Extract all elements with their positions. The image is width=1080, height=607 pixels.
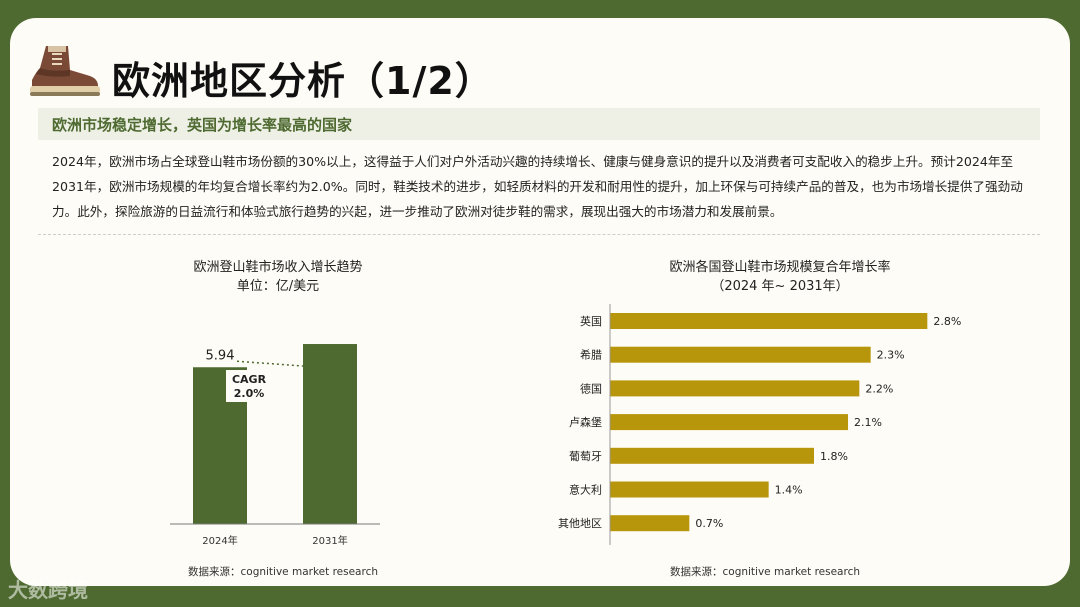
revenue-chart-source: 数据来源：cognitive market research xyxy=(188,566,379,578)
page-subtitle: 欧洲市场稳定增长，英国为增长率最高的国家 xyxy=(52,116,353,134)
hiking-boot-icon xyxy=(30,46,100,96)
revenue-x-tick-1: 2031年 xyxy=(312,534,347,547)
cagr-trend-line xyxy=(236,360,304,367)
summary-paragraph: 2024年，欧洲市场占全球登山鞋市场份额的30%以上，这得益于人们对户外活动兴趣… xyxy=(52,154,1023,219)
cagr-bar-6 xyxy=(610,515,690,532)
cagr-data-label-0: 2.8% xyxy=(933,315,961,328)
section-divider xyxy=(38,234,1040,235)
revenue-data-label-0: 5.94 xyxy=(206,348,235,363)
cagr-category-label-1: 希腊 xyxy=(580,348,602,362)
cagr-chart-title-block: 欧洲各国登山鞋市场规模复合年增长率 （2024 年~ 2031年） xyxy=(620,258,940,296)
cagr-category-label-0: 英国 xyxy=(580,314,602,328)
cagr-bar-0 xyxy=(610,313,928,329)
revenue-x-tick-0: 2024年 xyxy=(202,534,237,547)
cagr-data-label-1: 2.3% xyxy=(877,349,905,362)
cagr-annotation-box xyxy=(226,370,272,402)
watermark: 大数跨境 xyxy=(8,578,88,602)
page-title: 欧洲地区分析（1/2） xyxy=(112,59,494,103)
revenue-chart-unit: 单位：亿/美元 xyxy=(236,279,320,294)
cagr-data-label-3: 2.1% xyxy=(854,416,882,429)
cagr-category-label-4: 葡萄牙 xyxy=(569,450,602,463)
cagr-bar-2 xyxy=(610,380,860,397)
cagr-chart-source: 数据来源：cognitive market research xyxy=(670,566,861,578)
cagr-data-label-2: 2.2% xyxy=(865,382,893,395)
cagr-category-label-3: 卢森堡 xyxy=(569,415,602,429)
cagr-bar-1 xyxy=(610,346,871,363)
cagr-chart-subtitle: （2024 年~ 2031年） xyxy=(711,279,849,294)
cagr-annotation-value: 2.0% xyxy=(234,387,265,400)
cagr-data-label-4: 1.8% xyxy=(820,450,848,463)
revenue-chart-title-block: 欧洲登山鞋市场收入增长趋势 单位：亿/美元 xyxy=(148,258,408,296)
cagr-data-label-6: 0.7% xyxy=(695,517,723,530)
cagr-annotation-label: CAGR xyxy=(232,373,267,386)
cagr-bar-5 xyxy=(610,481,769,498)
subtitle-bar xyxy=(38,108,1040,140)
cagr-data-label-5: 1.4% xyxy=(775,484,803,497)
cagr-bar-4 xyxy=(610,447,814,464)
cagr-category-label-2: 德国 xyxy=(580,381,602,395)
cagr-category-label-6: 其他地区 xyxy=(558,517,602,530)
revenue-bar-1 xyxy=(303,344,357,524)
cagr-chart: 英国 2.8% 希腊 2.3% 德国 2.2% 卢森堡 2.1% 葡萄牙 1.8% 意大利 1.4% 其… xyxy=(558,304,961,545)
cagr-category-label-5: 意大利 xyxy=(569,483,602,497)
revenue-chart-title: 欧洲登山鞋市场收入增长趋势 xyxy=(193,260,363,275)
cagr-bar-3 xyxy=(610,414,848,431)
cagr-chart-title: 欧洲各国登山鞋市场规模复合年增长率 xyxy=(669,260,891,275)
